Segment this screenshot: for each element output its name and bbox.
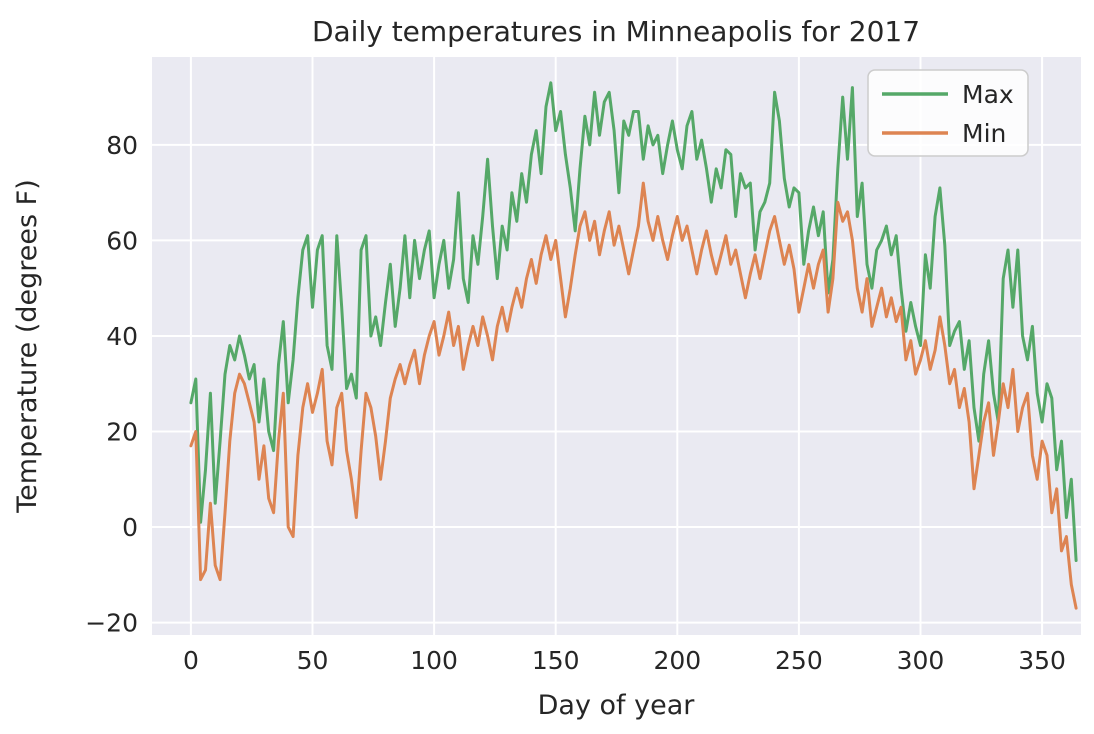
y-tick-60: 60 [106,226,138,255]
x-axis-label: Day of year [538,690,696,721]
y-tick-0: 0 [122,513,138,542]
x-tick-100: 100 [410,646,458,675]
legend-max-label: Max [962,80,1014,109]
x-axis-tick-labels: 0 50 100 150 200 250 300 350 [183,646,1066,675]
x-tick-350: 350 [1018,646,1066,675]
x-tick-150: 150 [532,646,580,675]
x-tick-50: 50 [297,646,329,675]
x-tick-250: 250 [775,646,823,675]
y-tick-80: 80 [106,131,138,160]
x-tick-300: 300 [897,646,945,675]
x-tick-0: 0 [183,646,199,675]
y-tick-20: 20 [106,418,138,447]
y-axis-tick-labels: −20 0 20 40 60 80 [85,131,138,638]
y-tick--20: −20 [85,609,138,638]
chart-title: Daily temperatures in Minneapolis for 20… [312,15,920,48]
series-line-max [189,81,1078,562]
y-tick-40: 40 [106,322,138,351]
legend: Max Min [867,69,1029,157]
x-tick-200: 200 [653,646,701,675]
legend-min-label: Min [962,119,1006,148]
data-series [189,81,1078,610]
series-line-min [189,181,1078,610]
y-axis-label: Temperature (degrees F) [12,179,43,513]
